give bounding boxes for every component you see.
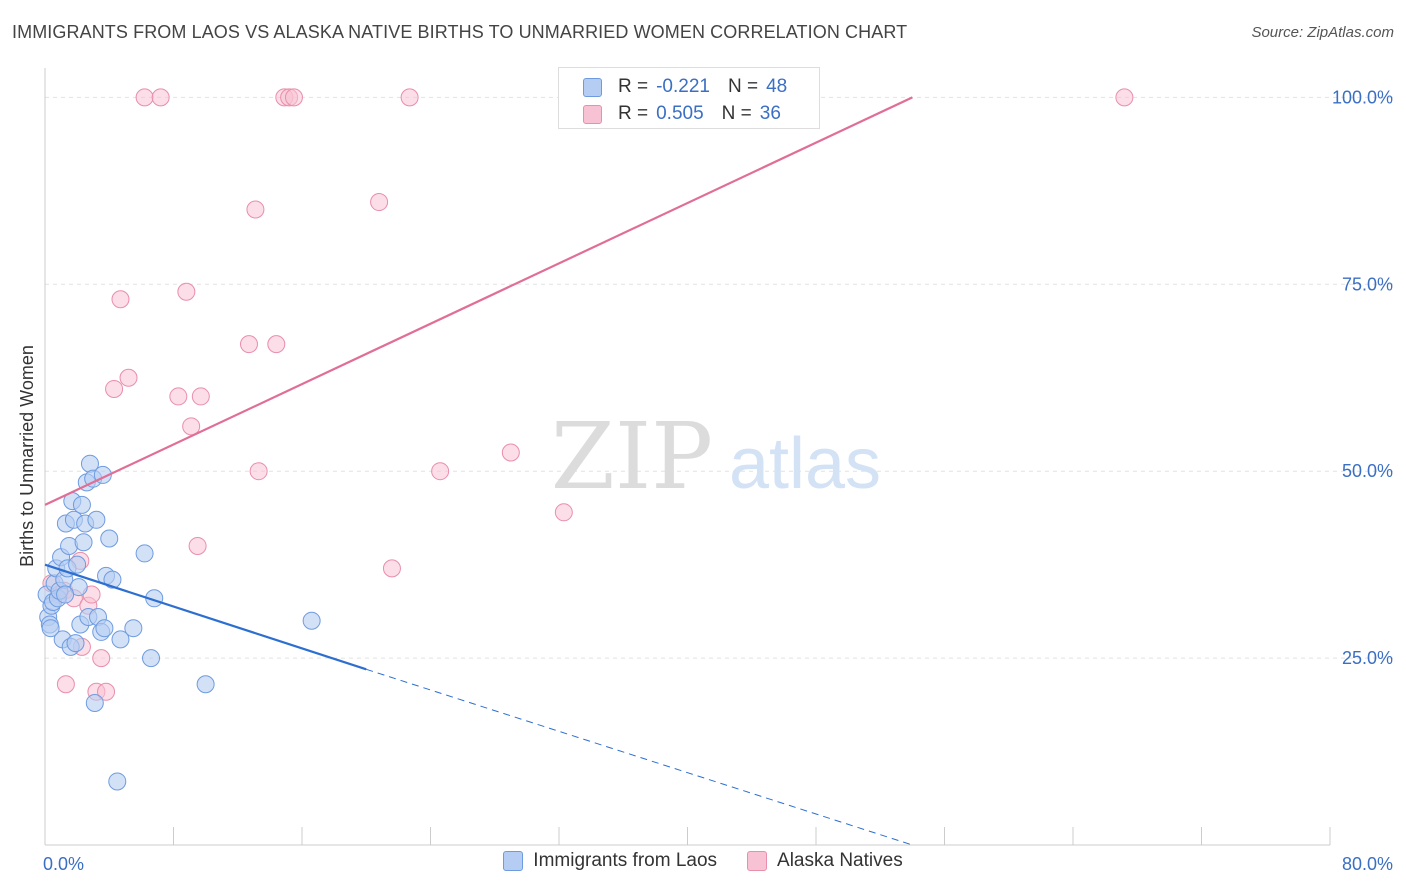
data-point-immigrants-from-laos xyxy=(100,529,119,548)
data-point-immigrants-from-laos xyxy=(41,619,60,638)
data-point-immigrants-from-laos xyxy=(103,570,122,589)
watermark-zip: ZIP xyxy=(551,403,713,510)
x-tick-label: 80.0% xyxy=(1342,854,1393,874)
data-point-alaska-natives xyxy=(501,443,520,462)
data-point-immigrants-from-laos xyxy=(87,510,106,529)
legend: Immigrants from Laos Alaska Natives xyxy=(0,850,1406,872)
data-point-alaska-natives xyxy=(370,193,389,212)
data-point-immigrants-from-laos xyxy=(111,630,130,649)
data-point-alaska-natives xyxy=(246,200,265,219)
r-value: 0.505 xyxy=(656,103,704,124)
y-tick-label: 75.0% xyxy=(1342,274,1393,294)
data-point-alaska-natives xyxy=(169,387,188,406)
data-point-alaska-natives xyxy=(135,88,154,107)
data-point-immigrants-from-laos xyxy=(135,544,154,563)
data-point-alaska-natives xyxy=(400,88,419,107)
data-point-alaska-natives xyxy=(431,462,450,481)
trend-line-immigrants-from-laos xyxy=(44,563,367,671)
swatch-alaska xyxy=(583,104,602,124)
data-point-immigrants-from-laos xyxy=(69,578,88,597)
n-label: N = xyxy=(727,76,759,97)
data-point-immigrants-from-laos xyxy=(56,585,75,604)
data-point-immigrants-from-laos xyxy=(66,634,85,653)
y-tick-label: 50.0% xyxy=(1342,461,1393,481)
legend-swatch-alaska xyxy=(747,851,768,871)
data-point-alaska-natives xyxy=(284,88,303,107)
data-point-alaska-natives xyxy=(97,682,116,701)
legend-swatch-laos xyxy=(503,851,524,871)
data-point-immigrants-from-laos xyxy=(85,693,104,712)
data-point-alaska-natives xyxy=(554,503,573,522)
source-label: Source: ZipAtlas.com xyxy=(1251,24,1394,41)
n-value: 48 xyxy=(766,76,788,97)
correlation-row-alaska: R = 0.505 N = 36 xyxy=(583,101,781,127)
y-axis-label: Births to Unmarried Women xyxy=(17,345,37,567)
data-point-immigrants-from-laos xyxy=(142,649,161,668)
x-tick-label: 0.0% xyxy=(43,854,84,874)
data-point-immigrants-from-laos xyxy=(68,555,87,574)
data-point-alaska-natives xyxy=(111,290,130,309)
data-point-alaska-natives xyxy=(267,335,286,354)
data-point-alaska-natives xyxy=(119,368,138,387)
trend-line-alaska-natives xyxy=(44,96,913,506)
tick-labels: 25.0% 50.0% 75.0% 100.0% 0.0% 80.0% xyxy=(43,87,1393,874)
trend-lines xyxy=(44,96,913,846)
correlation-legend: R = -0.221 N = 48 R = 0.505 N = 36 xyxy=(558,67,820,129)
data-point-immigrants-from-laos xyxy=(196,675,215,694)
legend-label-alaska: Alaska Natives xyxy=(777,850,903,871)
correlation-row-laos: R = -0.221 N = 48 xyxy=(583,74,787,100)
y-tick-label: 100.0% xyxy=(1332,87,1393,107)
data-point-alaska-natives xyxy=(1115,88,1134,107)
watermark-atlas: atlas xyxy=(729,424,881,504)
data-point-alaska-natives xyxy=(188,536,207,555)
trend-line-extension-immigrants-from-laos xyxy=(366,668,913,846)
data-point-immigrants-from-laos xyxy=(124,619,143,638)
r-value: -0.221 xyxy=(656,76,710,97)
data-point-alaska-natives xyxy=(239,335,258,354)
data-point-immigrants-from-laos xyxy=(108,772,127,791)
n-value: 36 xyxy=(759,103,781,124)
swatch-laos xyxy=(583,77,602,97)
legend-item-alaska[interactable]: Alaska Natives xyxy=(747,850,903,872)
watermark: ZIP atlas xyxy=(551,403,881,510)
y-tick-label: 25.0% xyxy=(1342,648,1393,668)
data-point-immigrants-from-laos xyxy=(302,611,321,630)
data-point-immigrants-from-laos xyxy=(72,495,91,514)
legend-label-laos: Immigrants from Laos xyxy=(533,850,718,871)
legend-item-laos[interactable]: Immigrants from Laos xyxy=(503,850,717,872)
data-point-alaska-natives xyxy=(56,675,75,694)
data-point-alaska-natives xyxy=(182,417,201,436)
data-point-alaska-natives xyxy=(177,282,196,301)
r-label: R = xyxy=(618,103,649,124)
data-point-alaska-natives xyxy=(382,559,401,578)
data-point-alaska-natives xyxy=(92,649,111,668)
r-label: R = xyxy=(618,76,649,97)
series-immigrants-from-laos xyxy=(37,454,321,791)
data-point-alaska-natives xyxy=(105,379,124,398)
data-point-alaska-natives xyxy=(249,462,268,481)
data-point-immigrants-from-laos xyxy=(74,533,93,552)
n-label: N = xyxy=(721,103,752,124)
series-alaska-natives xyxy=(42,88,1134,701)
grid-lines xyxy=(45,96,1395,659)
chart-title: IMMIGRANTS FROM LAOS VS ALASKA NATIVE BI… xyxy=(12,22,908,42)
data-point-alaska-natives xyxy=(151,88,170,107)
data-point-alaska-natives xyxy=(191,387,210,406)
data-point-immigrants-from-laos xyxy=(95,619,114,638)
axes xyxy=(44,68,1331,846)
